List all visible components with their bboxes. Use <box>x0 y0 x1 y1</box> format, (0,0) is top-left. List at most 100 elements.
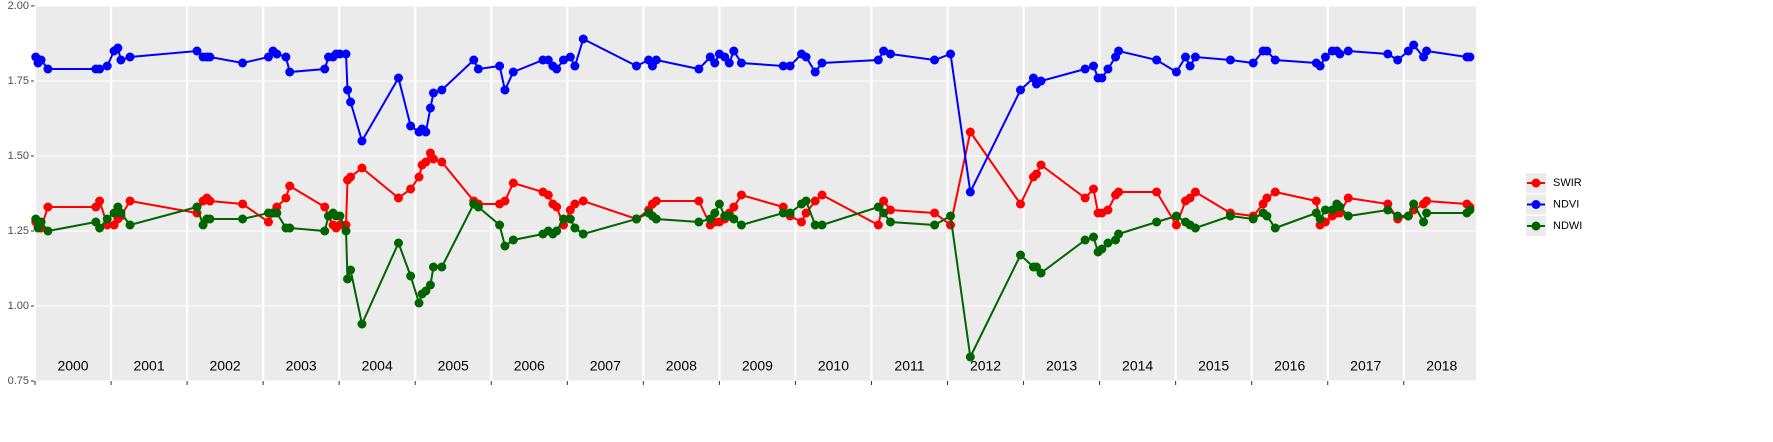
point <box>1080 235 1090 245</box>
point <box>1343 193 1353 203</box>
point <box>1262 193 1272 203</box>
point <box>406 121 416 131</box>
point <box>1315 214 1325 224</box>
point <box>281 193 291 203</box>
point <box>565 52 575 62</box>
year-label: 2008 <box>666 358 697 374</box>
point <box>414 172 424 182</box>
point <box>95 64 105 74</box>
point <box>125 52 135 62</box>
year-label: 2017 <box>1350 358 1381 374</box>
point <box>1103 205 1113 215</box>
point <box>281 52 291 62</box>
point <box>346 172 356 182</box>
point <box>1248 214 1258 224</box>
point <box>785 61 795 71</box>
point <box>1171 211 1181 221</box>
point <box>1248 58 1258 68</box>
point <box>578 196 588 206</box>
point <box>817 190 827 200</box>
point <box>437 262 447 272</box>
point <box>43 226 53 236</box>
point <box>1383 205 1393 215</box>
point <box>428 88 438 98</box>
year-label: 2004 <box>362 358 393 374</box>
point <box>873 220 883 230</box>
point <box>1225 211 1235 221</box>
point <box>1152 187 1162 197</box>
point <box>1185 61 1195 71</box>
point <box>1311 196 1321 206</box>
point <box>729 202 739 212</box>
point <box>1335 49 1345 59</box>
point <box>965 187 975 197</box>
point <box>1190 223 1200 233</box>
point <box>1465 52 1475 62</box>
point <box>116 208 126 218</box>
point <box>801 196 811 206</box>
point <box>428 262 438 272</box>
point <box>651 55 661 65</box>
point <box>406 184 416 194</box>
point <box>710 58 720 68</box>
point <box>469 55 479 65</box>
point <box>393 73 403 83</box>
point <box>343 274 353 284</box>
point <box>879 196 889 206</box>
point <box>36 55 46 65</box>
point <box>1262 46 1272 56</box>
point <box>1089 61 1099 71</box>
point <box>1103 238 1113 248</box>
point <box>125 220 135 230</box>
point <box>565 214 575 224</box>
point <box>694 217 704 227</box>
point <box>1114 187 1124 197</box>
legend-label: SWIR <box>1553 177 1582 189</box>
point <box>346 265 356 275</box>
point <box>192 46 202 56</box>
point <box>320 202 330 212</box>
point <box>1171 220 1181 230</box>
year-label: 2001 <box>133 358 164 374</box>
point <box>437 85 447 95</box>
point <box>873 55 883 65</box>
point <box>495 61 505 71</box>
year-label: 2007 <box>590 358 621 374</box>
point <box>285 67 295 77</box>
point <box>1036 160 1046 170</box>
point <box>810 220 820 230</box>
point <box>879 208 889 218</box>
year-label: 2009 <box>742 358 773 374</box>
point <box>500 85 510 95</box>
point <box>102 61 112 71</box>
point <box>543 190 553 200</box>
point <box>930 208 940 218</box>
point <box>946 211 956 221</box>
point <box>238 58 248 68</box>
point <box>885 217 895 227</box>
point <box>651 214 661 224</box>
point <box>694 64 704 74</box>
point <box>343 85 353 95</box>
y-tick-label: 0.75 <box>8 375 29 387</box>
point <box>1403 211 1413 221</box>
point <box>95 196 105 206</box>
point <box>578 34 588 44</box>
point <box>778 208 788 218</box>
point <box>558 55 568 65</box>
point <box>817 220 827 230</box>
point <box>285 223 295 233</box>
point <box>1465 205 1475 215</box>
point <box>192 202 202 212</box>
y-tick-label: 1.75 <box>8 75 29 87</box>
point <box>102 214 112 224</box>
point <box>552 202 562 212</box>
point <box>1031 169 1041 179</box>
point <box>1262 211 1272 221</box>
point <box>930 220 940 230</box>
point <box>43 202 53 212</box>
point <box>1409 40 1419 50</box>
year-label: 2012 <box>970 358 1001 374</box>
point <box>414 298 424 308</box>
